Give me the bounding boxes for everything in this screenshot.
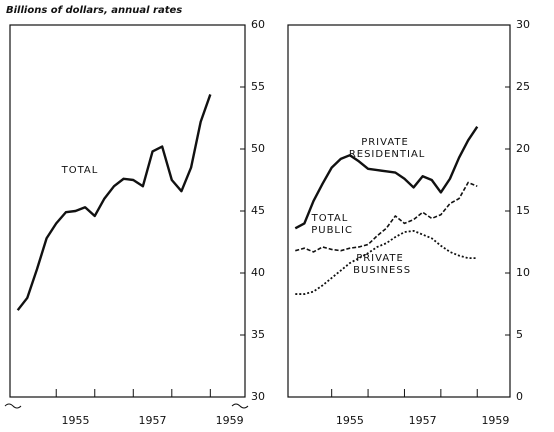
y-tick-label: 45 [251,204,265,217]
y-tick-label: 15 [516,204,530,217]
series-line [16,94,212,311]
series-label: TOTAL [61,165,99,176]
axis-break [4,403,22,409]
y-tick-label: 0 [516,390,523,403]
y-tick-label: 20 [516,142,530,155]
y-tick-label: 10 [516,266,530,279]
y-tick-label: 50 [251,142,265,155]
series-line [295,229,478,295]
y-tick-label: 35 [251,328,265,341]
y-tick-label: 25 [516,80,530,93]
y-tick-label: 30 [516,18,530,31]
x-tick-label: 1957 [409,414,437,427]
y-tick-label: 55 [251,80,265,93]
chart-title: Billions of dollars, annual rates [6,5,182,16]
y-tick-label: 30 [251,390,265,403]
series-line [294,126,479,230]
x-tick-label: 1959 [481,414,509,427]
axis-break [231,403,249,409]
y-tick-label: 40 [251,266,265,279]
series-label: PRIVATE BUSINESS [349,253,411,276]
x-tick-label: 1959 [216,414,244,427]
y-tick-label: 60 [251,18,265,31]
plot-frame [287,24,511,398]
x-tick-label: 1957 [139,414,167,427]
x-tick-label: 1955 [61,414,89,427]
series-label: TOTAL PUBLIC [307,213,353,236]
plot-frame [9,24,246,398]
series-label: PRIVATE RESIDENTIAL [345,137,426,160]
x-tick-label: 1955 [336,414,364,427]
series-line [295,181,478,253]
y-tick-label: 5 [516,328,523,341]
